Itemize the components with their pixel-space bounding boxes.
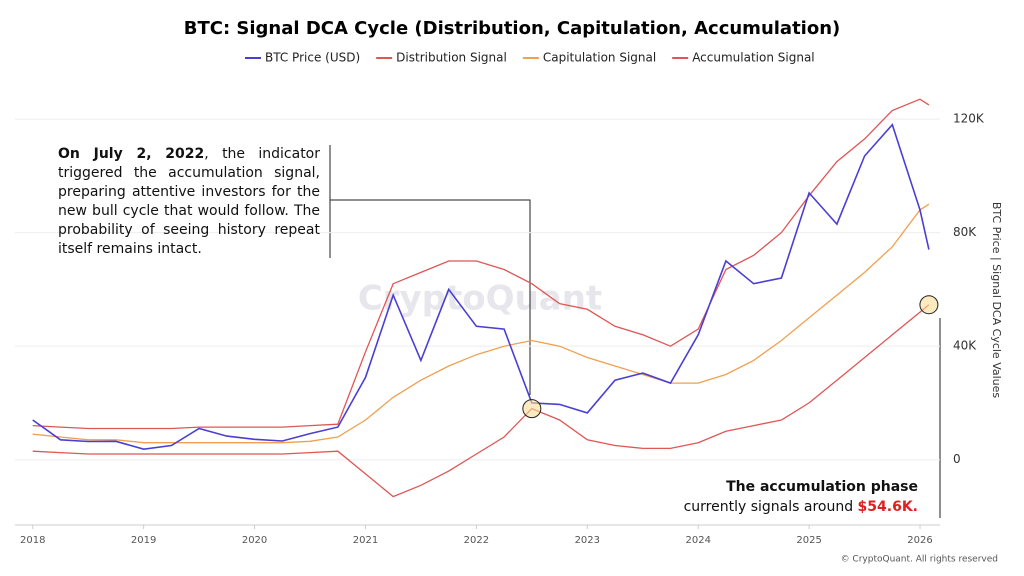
legend-label: Accumulation Signal <box>692 51 814 65</box>
x-tick-label: 2020 <box>242 535 267 546</box>
y-tick-label: 40K <box>953 339 977 353</box>
series-line <box>32 203 930 444</box>
x-tick-label: 2019 <box>131 535 156 546</box>
connector <box>330 199 531 395</box>
x-tick-label: 2022 <box>464 535 489 546</box>
x-tick-label: 2023 <box>575 535 600 546</box>
legend-label: Capitulation Signal <box>543 51 656 65</box>
annotation: On July 2, 2022, the indicator triggered… <box>58 145 320 259</box>
series-line <box>32 123 930 451</box>
x-tick-label: 2021 <box>353 535 378 546</box>
legend-label: BTC Price (USD) <box>265 51 360 65</box>
series-line <box>32 98 930 430</box>
y-tick-label: 120K <box>953 112 985 126</box>
annotation-bold: The accumulation phase <box>726 479 918 495</box>
y-tick-label: 80K <box>953 225 977 239</box>
highlight-circle <box>919 295 939 315</box>
credit: © CryptoQuant. All rights reserved <box>841 555 998 565</box>
legend-label: Distribution Signal <box>396 51 507 65</box>
annotation-bold: On July 2, 2022 <box>58 146 205 162</box>
annotation-highlight: $54.6K. <box>857 499 918 515</box>
y-tick-label: 0 <box>953 452 961 466</box>
series-line <box>32 304 930 498</box>
chart-title: BTC: Signal DCA Cycle (Distribution, Cap… <box>184 18 841 39</box>
x-tick-label: 2024 <box>685 535 710 546</box>
y-axis-label: BTC Price | Signal DCA Cycle Values <box>990 202 1003 399</box>
annotation-text: , the indicator triggered the accumulati… <box>58 146 321 257</box>
annotation: The accumulation phase currently signals … <box>684 477 918 517</box>
x-tick-label: 2018 <box>20 535 45 546</box>
watermark: CryptoQuant <box>358 279 602 319</box>
x-tick-label: 2025 <box>796 535 821 546</box>
annotation-text: currently signals around <box>683 499 854 515</box>
x-tick-label: 2026 <box>907 535 932 546</box>
highlight-circle <box>522 399 542 419</box>
